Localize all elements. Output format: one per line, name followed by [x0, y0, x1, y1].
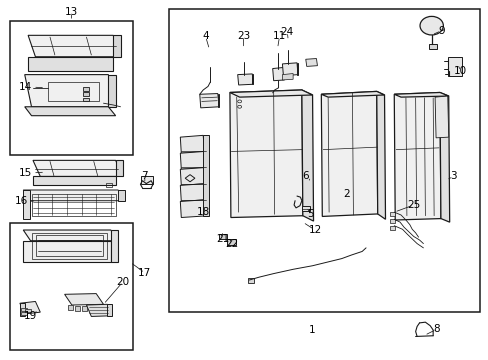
- Polygon shape: [20, 303, 25, 316]
- Polygon shape: [272, 67, 284, 81]
- Polygon shape: [305, 59, 317, 66]
- Polygon shape: [321, 91, 377, 216]
- Text: 12: 12: [308, 225, 321, 235]
- Text: 17: 17: [138, 268, 151, 278]
- Text: 16: 16: [15, 197, 28, 206]
- Bar: [21, 312, 27, 315]
- Polygon shape: [75, 306, 80, 311]
- Text: 22: 22: [225, 239, 239, 249]
- Bar: [83, 93, 89, 96]
- Bar: [36, 235, 102, 256]
- Polygon shape: [23, 230, 118, 241]
- Polygon shape: [229, 90, 302, 217]
- Polygon shape: [180, 152, 205, 169]
- Polygon shape: [64, 294, 103, 305]
- Text: 24: 24: [280, 27, 293, 37]
- Text: 23: 23: [236, 31, 250, 41]
- Polygon shape: [296, 63, 297, 75]
- Polygon shape: [282, 63, 297, 76]
- Text: 19: 19: [24, 311, 37, 321]
- Polygon shape: [301, 90, 313, 221]
- Text: 18: 18: [196, 207, 209, 217]
- Text: 20: 20: [116, 277, 129, 287]
- Bar: [31, 233, 107, 258]
- Text: 25: 25: [406, 200, 420, 210]
- Bar: [227, 239, 235, 245]
- Text: 4: 4: [202, 31, 208, 41]
- Bar: [83, 98, 89, 102]
- Text: 11: 11: [272, 31, 285, 41]
- Polygon shape: [28, 35, 120, 57]
- Text: 1: 1: [308, 325, 315, 335]
- Bar: [25, 309, 30, 312]
- Bar: [169, 9, 479, 312]
- Text: 13: 13: [64, 7, 78, 17]
- Bar: [141, 176, 153, 184]
- Text: 10: 10: [453, 66, 467, 76]
- Text: 21: 21: [216, 234, 229, 244]
- Bar: [83, 87, 89, 91]
- Text: 3: 3: [449, 171, 456, 181]
- Polygon shape: [180, 200, 208, 217]
- Bar: [10, 21, 132, 155]
- Bar: [248, 278, 254, 283]
- Bar: [31, 194, 116, 216]
- Bar: [389, 219, 394, 223]
- Text: 8: 8: [432, 324, 439, 334]
- Polygon shape: [393, 93, 448, 97]
- Bar: [428, 44, 436, 49]
- Polygon shape: [28, 57, 113, 71]
- Polygon shape: [108, 75, 116, 107]
- Polygon shape: [68, 305, 73, 310]
- Polygon shape: [82, 306, 87, 311]
- Polygon shape: [107, 304, 112, 316]
- Bar: [21, 308, 27, 311]
- Bar: [219, 234, 226, 239]
- Polygon shape: [180, 184, 207, 202]
- Polygon shape: [23, 190, 125, 201]
- Polygon shape: [113, 35, 120, 57]
- Text: 6: 6: [302, 171, 308, 181]
- Text: 9: 9: [437, 26, 444, 36]
- Ellipse shape: [419, 17, 443, 35]
- Polygon shape: [33, 176, 116, 185]
- Polygon shape: [203, 135, 208, 216]
- Polygon shape: [229, 90, 312, 97]
- Bar: [301, 206, 309, 211]
- Text: 14: 14: [19, 82, 32, 92]
- Polygon shape: [237, 74, 253, 85]
- Polygon shape: [86, 304, 112, 316]
- Polygon shape: [89, 305, 94, 310]
- Polygon shape: [321, 91, 384, 97]
- Polygon shape: [376, 91, 385, 219]
- Bar: [10, 223, 132, 350]
- Bar: [47, 82, 99, 102]
- Polygon shape: [434, 96, 448, 138]
- Polygon shape: [116, 160, 122, 176]
- Polygon shape: [25, 75, 116, 107]
- Polygon shape: [180, 167, 206, 185]
- Bar: [447, 57, 461, 76]
- Polygon shape: [23, 190, 30, 219]
- Text: 2: 2: [343, 189, 349, 199]
- Polygon shape: [25, 107, 116, 116]
- Polygon shape: [282, 73, 292, 80]
- Polygon shape: [252, 74, 253, 84]
- Bar: [106, 183, 112, 187]
- Polygon shape: [33, 160, 122, 176]
- Polygon shape: [217, 94, 219, 107]
- Polygon shape: [180, 135, 204, 153]
- Polygon shape: [393, 93, 440, 220]
- Polygon shape: [200, 94, 219, 108]
- Polygon shape: [20, 301, 40, 314]
- Bar: [389, 226, 394, 230]
- Polygon shape: [118, 190, 125, 201]
- Polygon shape: [23, 241, 111, 262]
- Bar: [389, 212, 394, 216]
- Text: 15: 15: [19, 168, 32, 178]
- Polygon shape: [439, 93, 449, 222]
- Text: 5: 5: [306, 209, 313, 219]
- Polygon shape: [111, 230, 118, 262]
- Text: 7: 7: [141, 171, 148, 181]
